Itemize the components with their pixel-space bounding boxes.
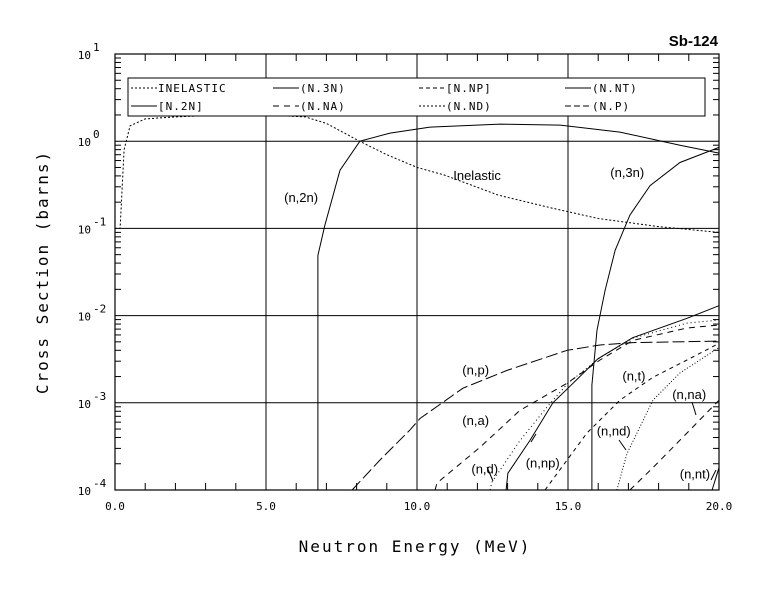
series-line-p (351, 340, 720, 491)
y-tick-label-base: 10 (78, 485, 91, 498)
leader-n-nt (710, 469, 717, 481)
y-tick-label-exponent: -2 (93, 303, 106, 316)
series-line-inelastic (115, 114, 720, 233)
axis-ticks (115, 54, 719, 490)
annotation-nt: (n,nt) (680, 467, 710, 482)
annotation-n3n: (n,3n) (610, 165, 644, 180)
annotation-nalpha_n: (n,na) (672, 387, 706, 402)
series-line-n3n (591, 146, 720, 490)
series-group (115, 114, 720, 491)
series-line-d (489, 319, 720, 491)
leader-n-np (530, 433, 537, 443)
y-tick-label-exponent: -4 (93, 477, 107, 490)
y-tick-label-exponent: -3 (93, 390, 106, 403)
curve-annotations: Inelastic (n,2n) (n,3n) (n,p) (n,a) (n,np) (n,… (284, 165, 710, 482)
series-line-na_alpha (434, 324, 720, 491)
legend-box (127, 77, 706, 117)
series-line-n2n (317, 123, 720, 490)
series-line-nalpha_n (629, 399, 720, 491)
x-tick-label: 20.0 (706, 500, 733, 513)
legend-label: [N.NP] (446, 82, 492, 95)
annotation-p: (n,p) (462, 363, 489, 378)
annotation-leaders (486, 401, 717, 482)
legend: INELASTIC (N.3N) [N.NP] (N.NT) [N.2N] (N.NA) (… (127, 77, 706, 117)
annotation-na_alpha: (n,a) (462, 413, 489, 428)
annotation-n2n: (n,2n) (284, 190, 318, 205)
legend-label: (N.ND) (446, 100, 492, 113)
legend-label: (N.3N) (300, 82, 346, 95)
plot-frame (114, 53, 720, 491)
y-axis-label: Cross Section (barns) (33, 150, 52, 394)
y-tick-label-exponent: -1 (93, 215, 106, 228)
x-tick-labels: 0.0 5.0 10.0 15.0 20.0 (105, 500, 732, 513)
y-tick-label-base: 10 (78, 398, 91, 411)
y-tick-label-base: 10 (78, 49, 91, 62)
series-line-t (544, 342, 720, 491)
grid-lines (115, 54, 719, 490)
y-tick-label-base: 10 (78, 136, 91, 149)
annotation-t: (n,t) (622, 369, 645, 384)
x-tick-label: 15.0 (555, 500, 582, 513)
x-tick-label: 0.0 (105, 500, 125, 513)
series-line-np (505, 305, 720, 491)
legend-label: (N.P) (592, 100, 630, 113)
legend-label: [N.2N] (158, 100, 204, 113)
leader-n-nd (618, 439, 627, 451)
x-tick-label: 5.0 (256, 500, 276, 513)
legend-label: (N.NA) (300, 100, 346, 113)
y-tick-label-exponent: 1 (93, 41, 100, 54)
annotation-nd: (n,nd) (597, 424, 631, 439)
leader-n-d (486, 466, 494, 482)
y-tick-label-base: 10 (78, 311, 91, 324)
legend-label: (N.NT) (592, 82, 638, 95)
x-axis-label: Neutron Energy (MeV) (299, 537, 532, 556)
chart-title: Sb-124 (669, 33, 719, 50)
y-tick-label-base: 10 (78, 223, 91, 236)
y-tick-label-exponent: 0 (93, 128, 100, 141)
series-line-nt (711, 467, 720, 491)
legend-label: INELASTIC (158, 82, 227, 95)
x-tick-label: 10.0 (404, 500, 431, 513)
annotation-np: (n,np) (526, 456, 560, 471)
leader-n-na (691, 401, 697, 416)
annotation-inelastic: Inelastic (453, 168, 501, 183)
annotation-d: (n,d) (471, 461, 498, 476)
